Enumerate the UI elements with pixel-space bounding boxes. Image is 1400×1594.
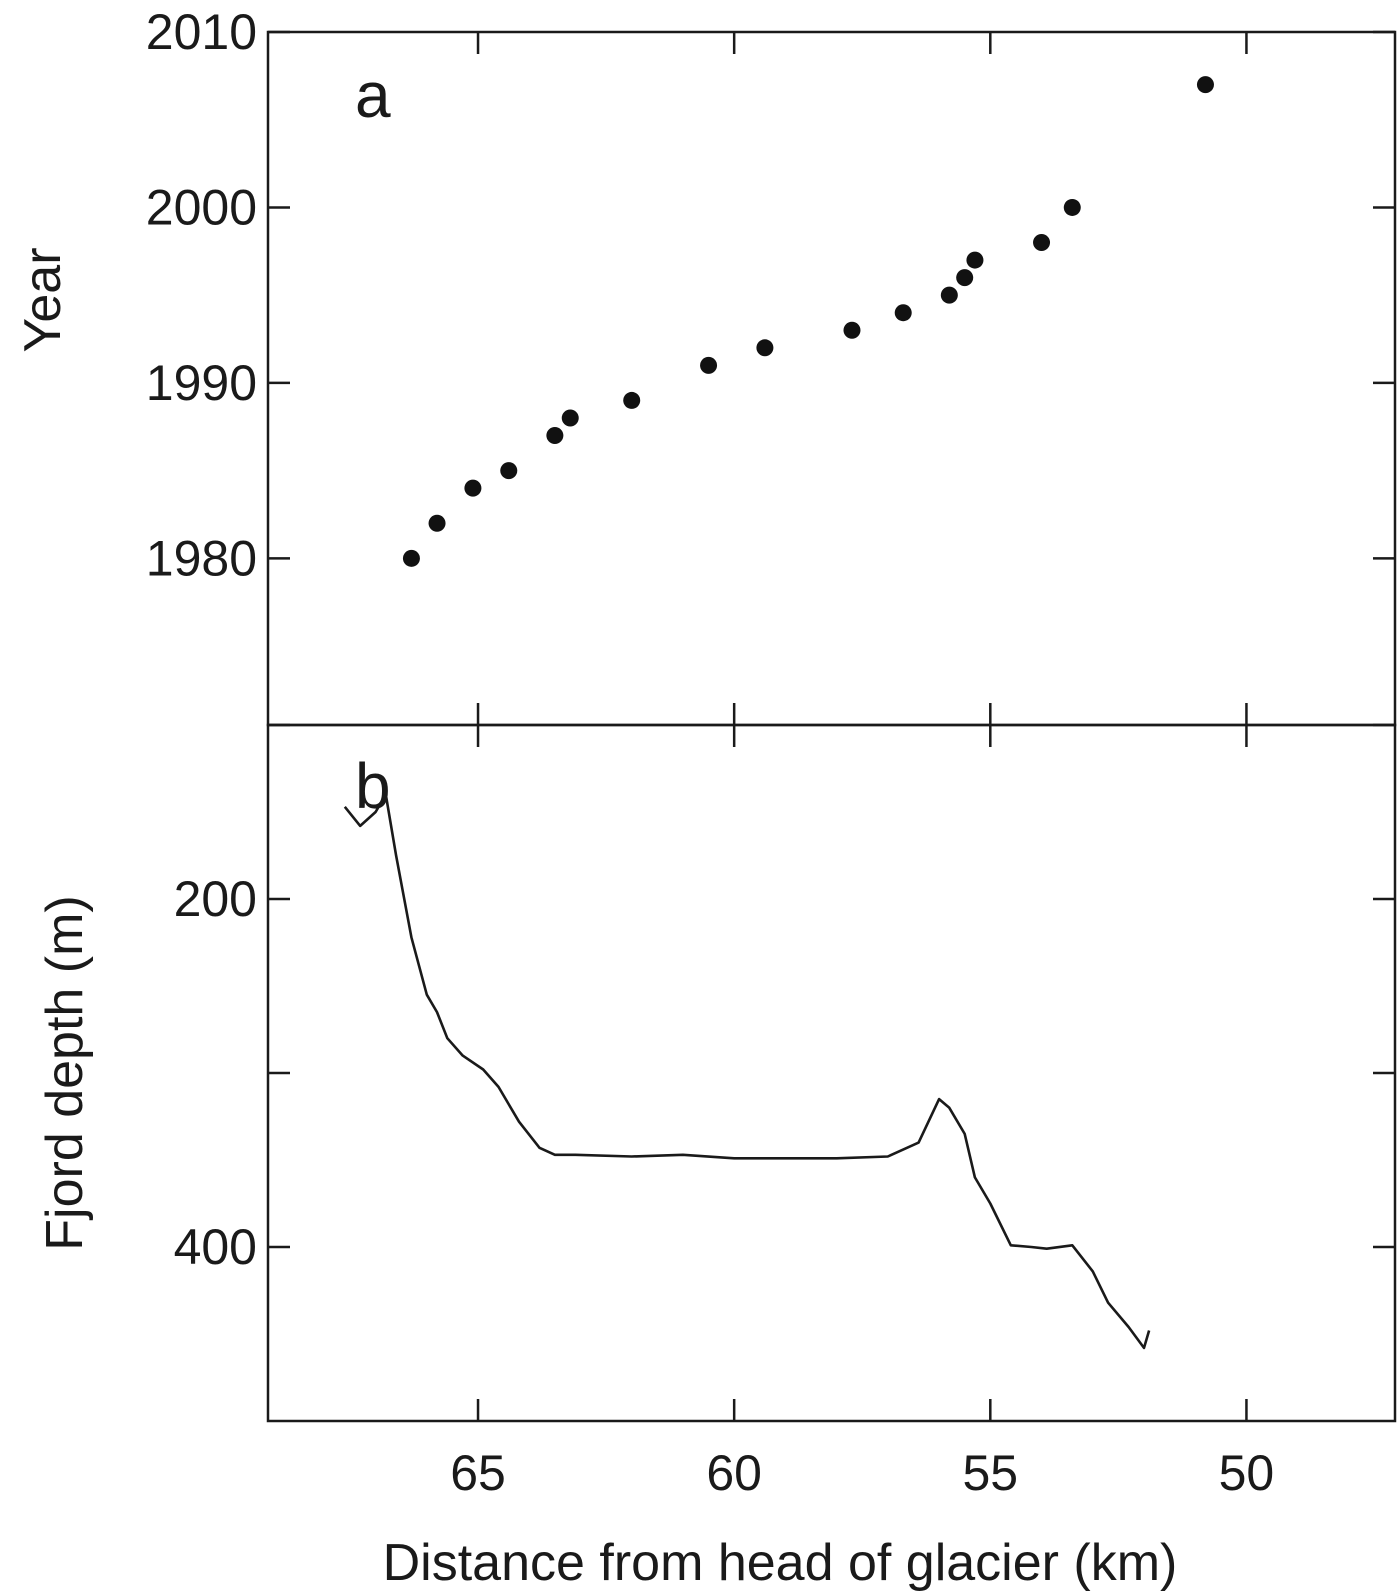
a-y-tick-label: 2000 (146, 179, 257, 235)
data-point (402, 549, 420, 567)
data-point (966, 251, 984, 269)
data-point (956, 269, 974, 287)
b-y-tick-label: 400 (174, 1219, 257, 1275)
x-tick-label: 60 (706, 1445, 762, 1501)
data-point (940, 286, 958, 304)
data-point (464, 479, 482, 497)
x-tick-label: 55 (962, 1445, 1018, 1501)
data-point (500, 462, 518, 480)
panel-b-frame (266, 723, 1397, 1423)
data-point (623, 391, 641, 409)
a-y-tick-label: 2010 (146, 4, 257, 60)
data-point (700, 356, 718, 374)
data-point (843, 321, 861, 339)
panel-a-letter: a (355, 59, 391, 131)
fjord-depth-line (343, 793, 1151, 1350)
data-point (561, 409, 579, 427)
panel-a-ticks: 1980 1990 2000 2010 (146, 4, 1395, 725)
data-point (1033, 234, 1051, 252)
panel-a: a Year 1980 1990 2000 2010 (14, 4, 1397, 727)
data-point (1063, 198, 1081, 216)
panel-b: b Fjord depth (m) 200 400 (36, 723, 1397, 1423)
x-tick-labels: 65 60 55 50 (450, 1445, 1274, 1501)
data-point (756, 339, 774, 357)
a-y-tick-label: 1990 (146, 355, 257, 411)
panel-a-y-axis-label: Year (14, 247, 72, 352)
panel-a-points (402, 76, 1214, 567)
panel-a-frame (266, 30, 1397, 727)
x-axis: 65 60 55 50 Distance from head of glacier (… (383, 1445, 1275, 1592)
x-tick-label: 50 (1219, 1445, 1275, 1501)
x-axis-label: Distance from head of glacier (km) (383, 1534, 1178, 1592)
a-y-tick-label: 1980 (146, 530, 257, 586)
panel-b-ticks: 200 400 (174, 723, 1395, 1421)
panel-b-y-axis-label: Fjord depth (m) (36, 895, 94, 1250)
data-point (1196, 76, 1214, 94)
panel-b-letter: b (355, 750, 391, 822)
x-tick-label: 65 (450, 1445, 506, 1501)
data-point (894, 304, 912, 322)
data-point (428, 514, 446, 532)
b-y-tick-label: 200 (174, 871, 257, 927)
data-point (546, 427, 564, 445)
